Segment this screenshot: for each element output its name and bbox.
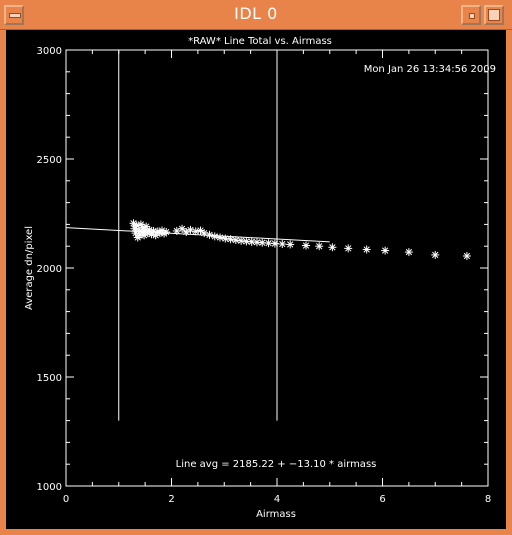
- data-point: [191, 227, 200, 236]
- axis-ticks: [65, 49, 489, 487]
- y-tick-labels: 1000 1500 2000 2500 3000: [37, 46, 62, 493]
- data-point: [404, 248, 413, 257]
- data-point: [210, 232, 219, 241]
- y-axis-label: Average dn/pixel: [24, 226, 35, 310]
- data-point: [258, 238, 267, 247]
- maximize-button[interactable]: [484, 5, 504, 25]
- data-point: [328, 243, 337, 252]
- data-points: [129, 219, 471, 261]
- x-tick-label: 0: [63, 494, 69, 505]
- data-point: [344, 244, 353, 253]
- y-tick-label: 2000: [37, 264, 62, 275]
- menu-bar-icon: [9, 13, 21, 18]
- y-tick-label: 2500: [37, 155, 62, 166]
- window-menu-button[interactable]: [4, 5, 24, 25]
- data-point: [247, 237, 256, 246]
- x-tick-label: 2: [168, 494, 174, 505]
- maximize-icon: [488, 9, 500, 21]
- y-tick-label: 3000: [37, 46, 62, 57]
- x-tick-label: 4: [274, 494, 280, 505]
- data-point: [162, 228, 171, 237]
- chart-title: *RAW* Line Total vs. Airmass: [188, 36, 332, 47]
- x-axis-label: Airmass: [256, 509, 296, 520]
- data-point: [431, 250, 440, 259]
- minimize-button[interactable]: [461, 5, 481, 25]
- window-title: IDL 0: [234, 4, 278, 23]
- x-tick-label: 8: [485, 494, 491, 505]
- fit-line: [65, 227, 330, 243]
- data-point: [221, 234, 230, 243]
- timestamp-label: Mon Jan 26 13:34:56 2009: [364, 64, 496, 75]
- x-tick-label: 6: [379, 494, 385, 505]
- vertical-markers: [118, 50, 278, 421]
- data-point: [231, 236, 240, 245]
- data-point: [205, 230, 214, 239]
- data-point: [286, 240, 295, 249]
- data-point: [315, 242, 324, 251]
- data-point: [270, 239, 279, 248]
- data-point: [226, 235, 235, 244]
- x-tick-labels: 0 2 4 6 8: [63, 494, 491, 505]
- data-point: [462, 252, 471, 261]
- fit-equation-label: Line avg = 2185.22 + −13.10 * airmass: [176, 459, 377, 470]
- data-point: [381, 246, 390, 255]
- data-point: [216, 233, 225, 242]
- y-tick-label: 1500: [37, 373, 62, 384]
- data-point: [278, 240, 287, 249]
- y-tick-label: 1000: [37, 482, 62, 493]
- title-bar[interactable]: IDL 0: [0, 0, 512, 30]
- data-point: [186, 225, 195, 234]
- data-point: [237, 236, 246, 245]
- data-point: [302, 241, 311, 250]
- minimize-icon: [469, 13, 475, 19]
- data-point: [178, 224, 187, 233]
- data-point: [182, 228, 191, 237]
- data-point: [362, 245, 371, 254]
